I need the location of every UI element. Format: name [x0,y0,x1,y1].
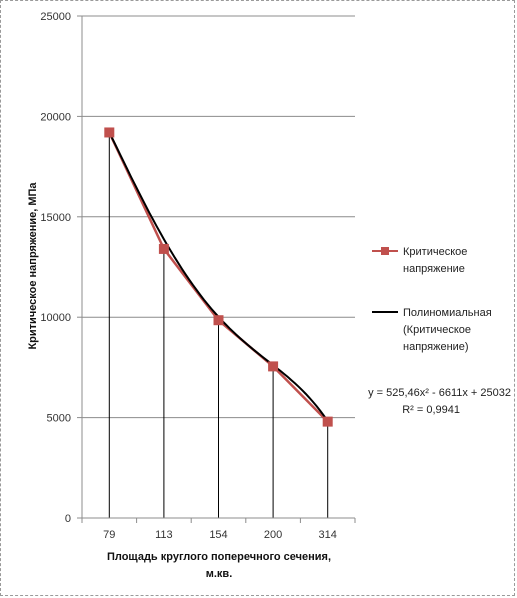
trendline-equation: y = 525,46x² - 6611x + 25032 [368,387,511,399]
axes [77,15,356,523]
y-tick-labels: 0 5000 10000 15000 20000 25000 [40,11,71,525]
y-tick-label: 10000 [40,312,71,324]
x-axis-title-line2: м.кв. [206,568,233,580]
x-tick-label: 154 [209,529,227,541]
drop-lines [108,132,329,518]
x-tick-label: 200 [264,529,282,541]
legend-trendline-label-line1: Полиномиальная [403,307,492,319]
y-tick-label: 25000 [40,11,71,23]
legend-series-label-line1: Критическое [403,246,467,258]
legend-series-marker [381,247,389,255]
y-tick-label: 0 [65,513,71,525]
y-tick-label: 5000 [47,413,71,425]
trendline-r-squared: R² = 0,9941 [402,404,460,416]
data-point-marker [213,315,224,326]
data-point-marker [104,127,115,138]
data-markers [104,127,333,427]
x-tick-labels: 79 113 154 200 314 [103,529,337,541]
x-tick-label: 79 [103,529,115,541]
y-axis-title: Критическое напряжение, МПа [27,182,39,350]
data-point-marker [158,243,169,254]
y-tick-label: 20000 [40,111,71,123]
legend: Критическое напряжение Полиномиальная (К… [372,246,492,353]
gridlines [82,15,355,419]
x-tick-label: 113 [155,529,173,541]
legend-trendline-label-line3: напряжение) [403,341,469,353]
data-point-marker [268,361,279,372]
legend-series-label-line2: напряжение [403,263,465,275]
x-tick-label: 314 [319,529,337,541]
y-tick-label: 15000 [40,212,71,224]
legend-trendline-label-line2: (Критическое [403,324,471,336]
x-axis-title-line1: Площадь круглого поперечного сечения, [107,551,331,563]
data-point-marker [322,416,333,427]
